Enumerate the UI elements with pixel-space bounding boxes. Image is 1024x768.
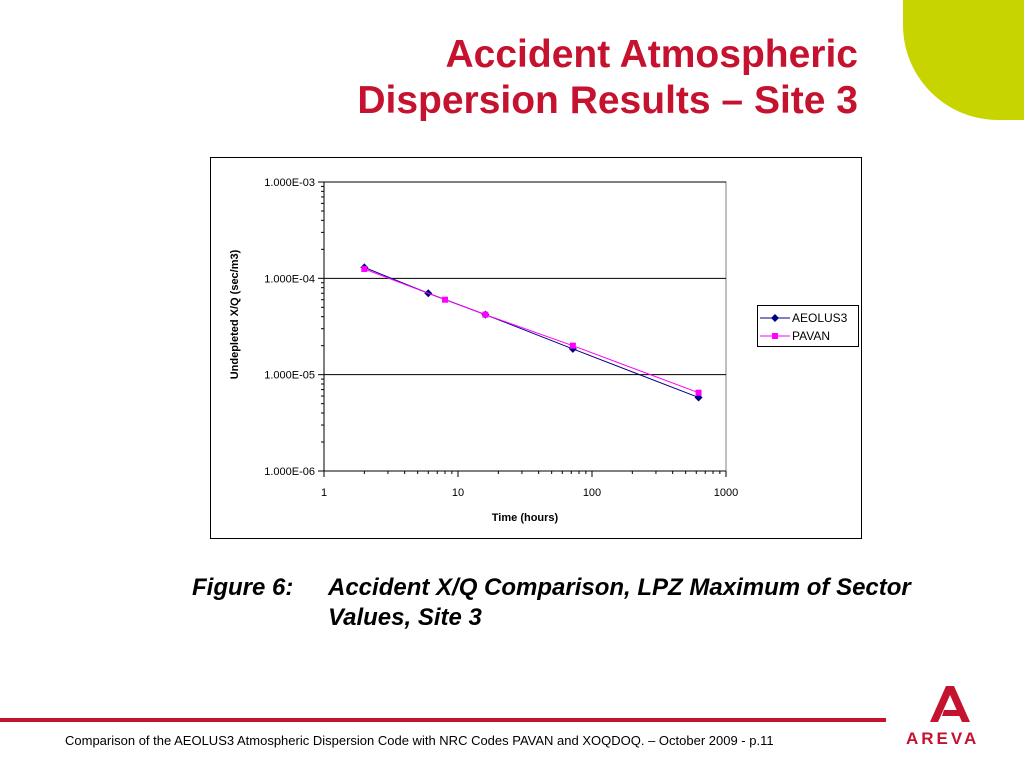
areva-logo: AREVA <box>900 686 1000 748</box>
slide-title: Accident Atmospheric Dispersion Results … <box>258 32 858 124</box>
chart-frame: 1.000E-06 1.000E-05 1.000E-04 1.000E-03 1 10 1… <box>210 157 862 539</box>
plot-area <box>323 181 727 472</box>
footer-rule <box>0 718 886 722</box>
legend-line-pavan <box>760 333 790 339</box>
legend-item-pavan: PAVAN <box>760 328 830 344</box>
chart-legend: AEOLUS3 PAVAN <box>757 305 859 347</box>
title-line-2: Dispersion Results – Site 3 <box>357 79 858 122</box>
data-point-pavan <box>442 296 449 303</box>
y-tick-label: 1.000E-05 <box>264 370 315 382</box>
corner-decoration <box>903 0 1024 120</box>
series-line-aeolus3 <box>364 266 699 398</box>
areva-a-icon <box>930 686 970 722</box>
legend-line-aeolus3 <box>760 314 790 322</box>
legend-item-aeolus3: AEOLUS3 <box>760 310 847 326</box>
legend-label-aeolus3: AEOLUS3 <box>792 311 848 325</box>
data-point-pavan <box>695 389 702 396</box>
legend-label-pavan: PAVAN <box>792 329 831 343</box>
logo-text: AREVA <box>906 729 980 748</box>
title-line-1: Accident Atmospheric <box>445 33 858 76</box>
x-axis-title: Time (hours) <box>492 512 559 524</box>
x-tick-label: 10 <box>452 487 464 499</box>
footer-text: Comparison of the AEOLUS3 Atmospheric Di… <box>65 733 774 748</box>
series-line-pavan <box>364 268 699 394</box>
data-point-pavan <box>482 311 489 318</box>
y-tick-label: 1.000E-03 <box>264 177 315 189</box>
caption-text: Accident X/Q Comparison, LPZ Maximum of … <box>328 574 911 631</box>
chart: 1.000E-06 1.000E-05 1.000E-04 1.000E-03 1 10 1… <box>229 177 738 524</box>
caption-label: Figure 6: <box>192 574 294 601</box>
data-point-aeolus3 <box>694 393 703 402</box>
y-axis-title: Undepleted X/Q (sec/m3) <box>229 249 241 379</box>
y-tick-label: 1.000E-04 <box>264 273 315 285</box>
data-point-pavan <box>569 342 576 349</box>
x-tick-label: 1 <box>321 487 327 499</box>
y-tick-label: 1.000E-06 <box>264 466 315 478</box>
x-tick-label: 100 <box>583 487 601 499</box>
data-point-pavan <box>361 265 368 272</box>
x-tick-label: 1000 <box>714 487 738 499</box>
